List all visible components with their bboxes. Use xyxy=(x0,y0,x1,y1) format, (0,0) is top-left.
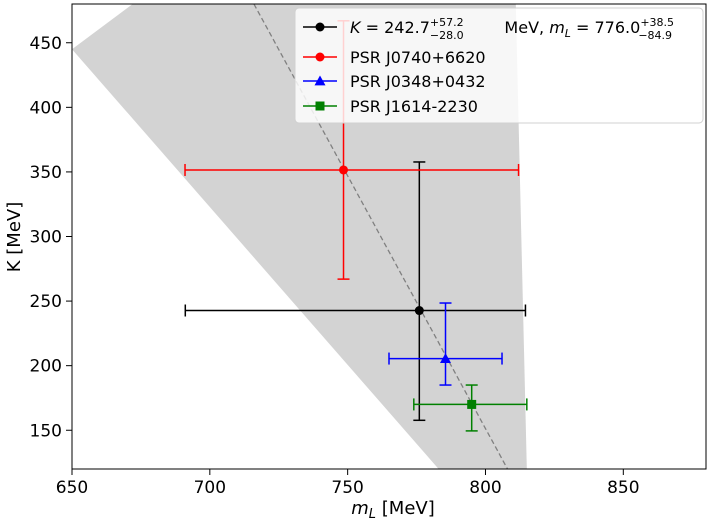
x-axis-label: mL [MeV] xyxy=(351,498,434,522)
y-tick-label: 400 xyxy=(30,98,62,118)
legend-entry-3: PSR J1614-2230 xyxy=(303,97,478,116)
y-tick-label: 250 xyxy=(30,292,62,312)
marker-circle xyxy=(339,165,349,175)
legend-label: PSR J1614-2230 xyxy=(350,97,478,116)
marker-circle xyxy=(315,52,325,62)
y-tick-label: 450 xyxy=(30,34,62,54)
legend-box xyxy=(294,7,704,124)
y-tick-label: 300 xyxy=(30,228,62,248)
series-3 xyxy=(413,384,528,432)
x-tick-label: 800 xyxy=(469,478,501,498)
marker-triangle xyxy=(314,75,326,86)
marker-triangle xyxy=(440,353,452,363)
marker-circle xyxy=(414,306,424,316)
x-axis: 650 700 750 800 850 xyxy=(56,469,640,498)
marker-square xyxy=(315,101,325,111)
legend-entry-1: PSR J0740+6620 xyxy=(303,48,486,67)
y-tick-label: 150 xyxy=(30,421,62,441)
y-axis: 150 200 250 300 350 400 450 xyxy=(30,34,72,441)
series-layer xyxy=(184,20,528,432)
legend-entry-2: PSR J0348+0432 xyxy=(303,72,486,91)
x-tick-label: 650 xyxy=(56,478,88,498)
legend: K = 242.7+57.2 −28.0 MeV, mL = 776.0+38.5… xyxy=(294,7,707,124)
y-axis-label: K [MeV] xyxy=(4,202,25,273)
y-tick-label: 350 xyxy=(30,163,62,183)
marker-circle xyxy=(315,22,325,32)
y-tick-label: 200 xyxy=(30,357,62,377)
x-tick-label: 700 xyxy=(194,478,226,498)
legend-label: PSR J0348+0432 xyxy=(350,72,486,91)
x-tick-label: 750 xyxy=(331,478,363,498)
legend-label: PSR J0740+6620 xyxy=(350,48,486,67)
legend-entry-0: K = 242.7+57.2 −28.0 MeV, mL = 776.0+38.5… xyxy=(303,16,707,42)
marker-square xyxy=(467,399,477,409)
series-0 xyxy=(184,161,527,422)
legend-label: K = 242.7+57.2 −28.0 MeV, mL = 776.0+38.5… xyxy=(350,16,707,42)
x-tick-label: 850 xyxy=(607,478,639,498)
series-2 xyxy=(388,302,503,386)
